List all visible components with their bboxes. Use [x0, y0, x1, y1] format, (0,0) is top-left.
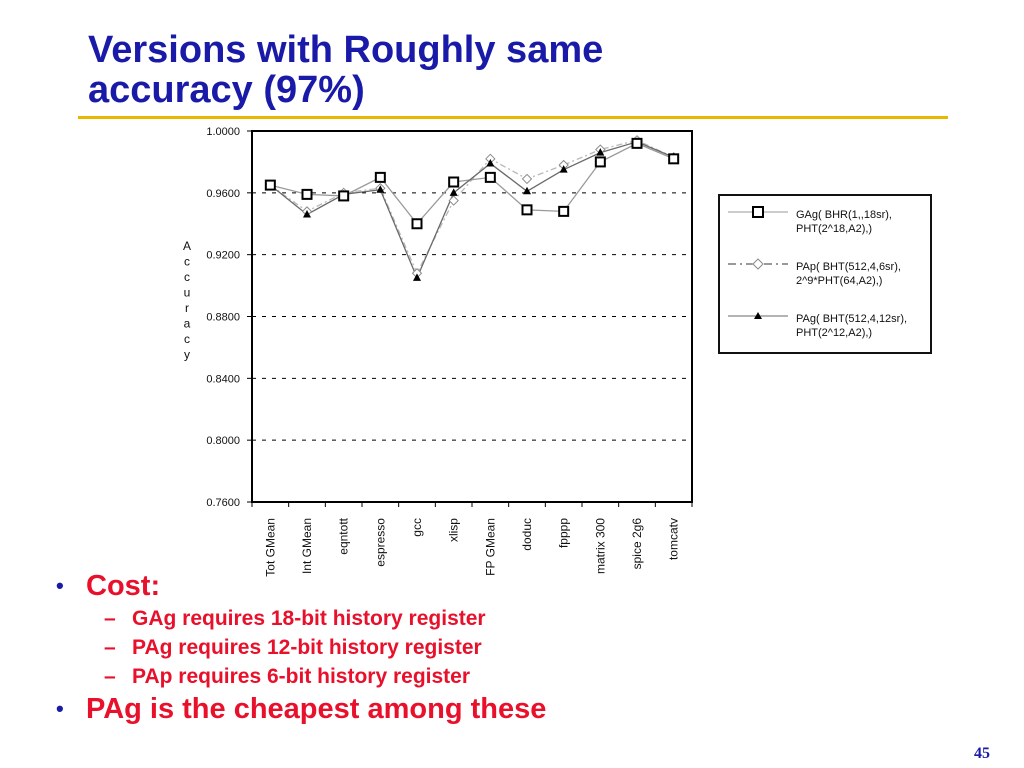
data-point-triangle — [303, 209, 311, 218]
page-number: 45 — [974, 745, 990, 762]
x-tick-label: doduc — [520, 518, 534, 551]
y-tick-label: 0.7600 — [206, 497, 240, 509]
bullet-dot-icon: • — [56, 573, 64, 598]
data-point-square — [264, 179, 276, 191]
legend-label-pag: PAg( BHT(512,4,12sr), PHT(2^12,A2),) — [796, 313, 908, 339]
data-point-diamond — [448, 195, 459, 206]
data-point-square — [448, 176, 460, 188]
data-point-square — [374, 171, 386, 183]
y-axis-label-letter: c — [184, 270, 190, 284]
bullet-text: PAg is the cheapest among these — [86, 693, 547, 725]
chart-legend: GAg( BHR(1,,18sr), PHT(2^18,A2),) PAp( B… — [718, 194, 932, 354]
y-axis-label-letter: u — [184, 286, 191, 300]
data-point-triangle — [559, 165, 568, 173]
dash-icon: – — [104, 636, 116, 659]
data-point-square — [411, 218, 423, 230]
dash-icon: – — [104, 665, 116, 688]
bullet-dot-icon: • — [56, 696, 64, 721]
data-point-triangle — [596, 148, 605, 156]
x-tick-label: eqntott — [337, 517, 351, 554]
y-axis-label-letter: A — [183, 239, 191, 253]
sub-bullet-text: PAp requires 6-bit history register — [132, 665, 471, 688]
y-axis-label-letter: r — [185, 301, 189, 315]
legend-item-pap: PAp( BHT(512,4,6sr), 2^9*PHT(64,A2),) — [720, 252, 930, 300]
dash-icon: – — [104, 607, 116, 630]
x-tick-label: matrix 300 — [593, 518, 607, 574]
data-point-triangle — [486, 158, 495, 167]
bullet-item: • PAg is the cheapest among these — [56, 691, 956, 727]
y-axis-label-letter: c — [184, 332, 190, 346]
legend-label-pap: PAp( BHT(512,4,6sr), 2^9*PHT(64,A2),) — [796, 261, 901, 287]
y-tick-label: 1.0000 — [206, 126, 240, 138]
sub-bullet-item: – PAp requires 6-bit history register — [56, 662, 956, 691]
sub-bullet-text: PAg requires 12-bit history register — [132, 636, 482, 659]
data-point-triangle — [376, 185, 385, 193]
data-point-diamond — [521, 173, 533, 185]
data-point-square — [338, 190, 350, 202]
title-line-1: Versions with Roughly same — [88, 29, 604, 71]
data-point-triangle — [449, 188, 458, 196]
y-axis-label-letter: c — [184, 255, 190, 269]
y-tick-label: 0.9600 — [206, 188, 240, 200]
y-tick-label: 0.8800 — [206, 312, 240, 324]
bullet-list: • Cost: – GAg requires 18-bit history re… — [56, 568, 956, 727]
x-tick-label: FP GMean — [483, 518, 497, 576]
y-axis-label-letter: a — [184, 317, 191, 331]
data-point-square — [484, 171, 496, 183]
bullet-item: • Cost: — [56, 568, 956, 604]
legend-item-pag: PAg( BHT(512,4,12sr), PHT(2^12,A2),) — [720, 304, 930, 352]
data-point-square — [594, 156, 606, 168]
y-tick-label: 0.9200 — [206, 250, 240, 262]
sub-bullet-item: – GAg requires 18-bit history register — [56, 604, 956, 633]
legend-triangle-marker-icon — [728, 312, 788, 319]
title-divider — [78, 116, 948, 119]
legend-label-gag: GAg( BHR(1,,18sr), PHT(2^18,A2),) — [796, 209, 892, 235]
data-point-square — [631, 137, 643, 149]
bullet-text: Cost: — [86, 570, 161, 602]
legend-square-marker-icon — [728, 206, 788, 218]
data-point-square — [668, 153, 680, 165]
legend-diamond-marker-icon — [728, 258, 788, 270]
series-line — [269, 141, 674, 280]
slide-title: Versions with Roughly same accuracy (97%… — [88, 30, 603, 110]
sub-bullet-item: – PAg requires 12-bit history register — [56, 633, 956, 662]
x-tick-label: gcc — [410, 518, 424, 537]
data-point-triangle — [523, 186, 531, 195]
legend-item-gag: GAg( BHR(1,,18sr), PHT(2^18,A2),) — [720, 200, 930, 248]
x-tick-label: xlisp — [447, 518, 461, 542]
x-tick-label: Int GMean — [300, 518, 314, 574]
x-tick-label: Tot GMean — [263, 518, 277, 577]
x-tick-label: tomcatv — [667, 518, 681, 560]
series-line — [270, 142, 674, 225]
x-tick-label: spice 2g6 — [630, 518, 644, 570]
y-tick-label: 0.8000 — [206, 435, 240, 447]
data-point-triangle — [413, 273, 421, 281]
x-tick-label: espresso — [373, 518, 387, 567]
y-axis-label-letter: y — [184, 348, 190, 362]
data-point-square — [521, 204, 533, 216]
sub-bullet-text: GAg requires 18-bit history register — [132, 607, 486, 630]
data-point-square — [301, 188, 313, 200]
y-tick-label: 0.8400 — [206, 373, 240, 385]
x-tick-label: fpppp — [557, 518, 571, 548]
series-line — [269, 139, 674, 275]
title-line-2: accuracy (97%) — [88, 69, 365, 111]
data-point-square — [558, 205, 570, 217]
